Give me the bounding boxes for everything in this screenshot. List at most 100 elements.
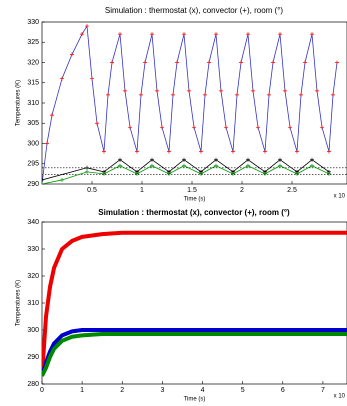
point-marker	[315, 88, 319, 93]
point-marker	[110, 60, 114, 65]
point-marker	[175, 60, 179, 65]
point-marker	[288, 125, 292, 130]
point-marker	[278, 32, 282, 37]
x-tick-label: 0	[40, 387, 44, 394]
point-marker	[251, 88, 255, 93]
point-marker	[331, 92, 335, 97]
point-marker	[327, 169, 331, 174]
point-marker	[224, 125, 228, 130]
y-tick-label: 295	[27, 161, 39, 168]
plot-area	[41, 21, 347, 185]
point-marker	[171, 92, 175, 97]
x-exponent: x 10	[334, 194, 346, 200]
point-marker	[85, 24, 89, 29]
x-tick-label: 3	[160, 387, 164, 394]
point-marker	[310, 32, 314, 37]
point-marker	[199, 169, 203, 174]
x-tick-label: 6	[281, 387, 285, 394]
y-tick-label: 300	[27, 327, 39, 334]
point-marker	[295, 169, 299, 174]
point-marker	[135, 169, 139, 174]
y-tick-label: 320	[27, 59, 39, 66]
y-tick-label: 330	[27, 246, 39, 253]
point-marker	[80, 32, 84, 37]
point-marker	[199, 149, 203, 154]
point-marker	[299, 92, 303, 97]
point-marker	[150, 163, 154, 168]
y-tick-label: 290	[27, 354, 39, 361]
point-marker	[278, 157, 282, 162]
series-line	[42, 332, 347, 377]
point-marker	[139, 92, 143, 97]
point-marker	[118, 32, 122, 37]
point-marker	[95, 121, 99, 126]
y-tick-label: 290	[27, 181, 39, 188]
y-tick-label: 320	[27, 273, 39, 280]
x-tick-label: 1	[140, 187, 144, 194]
point-marker	[214, 157, 218, 162]
x-tick-label: 1.5	[187, 187, 197, 194]
point-marker	[143, 60, 147, 65]
x-axis-label: Time (s)	[184, 197, 206, 203]
series-line	[42, 165, 330, 184]
series-line	[42, 328, 347, 377]
point-marker	[263, 149, 267, 154]
point-marker	[310, 163, 314, 168]
point-marker	[128, 125, 132, 130]
point-marker	[102, 149, 106, 154]
point-marker	[70, 52, 74, 57]
point-marker	[182, 32, 186, 37]
y-tick-label: 340	[27, 219, 39, 226]
y-tick-label: 280	[27, 381, 39, 388]
x-tick-label: 2.5	[287, 187, 297, 194]
point-marker	[278, 163, 282, 168]
point-marker	[187, 88, 191, 93]
point-marker	[246, 157, 250, 162]
x-axis-label: Time (s)	[184, 397, 206, 403]
point-marker	[85, 165, 89, 170]
series-line	[42, 230, 347, 377]
plot-content	[42, 230, 347, 377]
point-marker	[267, 92, 271, 97]
point-marker	[246, 163, 250, 168]
x-tick-label: 2	[240, 187, 244, 194]
point-marker	[219, 88, 223, 93]
point-marker	[150, 157, 154, 162]
point-marker	[207, 60, 211, 65]
x-exponent: x 10	[334, 394, 346, 400]
y-tick-label: 300	[27, 140, 39, 147]
x-tick-label: 4	[201, 387, 205, 394]
point-marker	[85, 169, 89, 174]
y-tick-label: 330	[27, 19, 39, 26]
point-marker	[256, 125, 260, 130]
y-axis-label: Temperatures (K)	[16, 80, 22, 126]
y-tick-label: 310	[27, 100, 39, 107]
point-marker	[246, 32, 250, 37]
point-marker	[310, 157, 314, 162]
x-tick-label: 1	[80, 387, 84, 394]
point-marker	[295, 149, 299, 154]
point-marker	[167, 169, 171, 174]
point-marker	[167, 149, 171, 154]
point-marker	[303, 60, 307, 65]
point-marker	[135, 149, 139, 154]
point-marker	[45, 141, 49, 146]
point-marker	[118, 163, 122, 168]
y-tick-label: 310	[27, 300, 39, 307]
x-tick-label: 7	[321, 387, 325, 394]
x-tick-label: 0.5	[87, 187, 97, 194]
point-marker	[239, 60, 243, 65]
point-marker	[106, 92, 110, 97]
chart-title: Simulation : thermostat (x), convector (…	[105, 6, 283, 15]
y-tick-label: 315	[27, 80, 39, 87]
point-marker	[327, 149, 331, 154]
point-marker	[102, 169, 106, 174]
point-marker	[182, 157, 186, 162]
point-marker	[150, 32, 154, 37]
point-marker	[271, 60, 275, 65]
x-tick-label: 2	[120, 387, 124, 394]
plot-area	[41, 221, 347, 385]
point-marker	[50, 113, 54, 118]
point-marker	[231, 169, 235, 174]
